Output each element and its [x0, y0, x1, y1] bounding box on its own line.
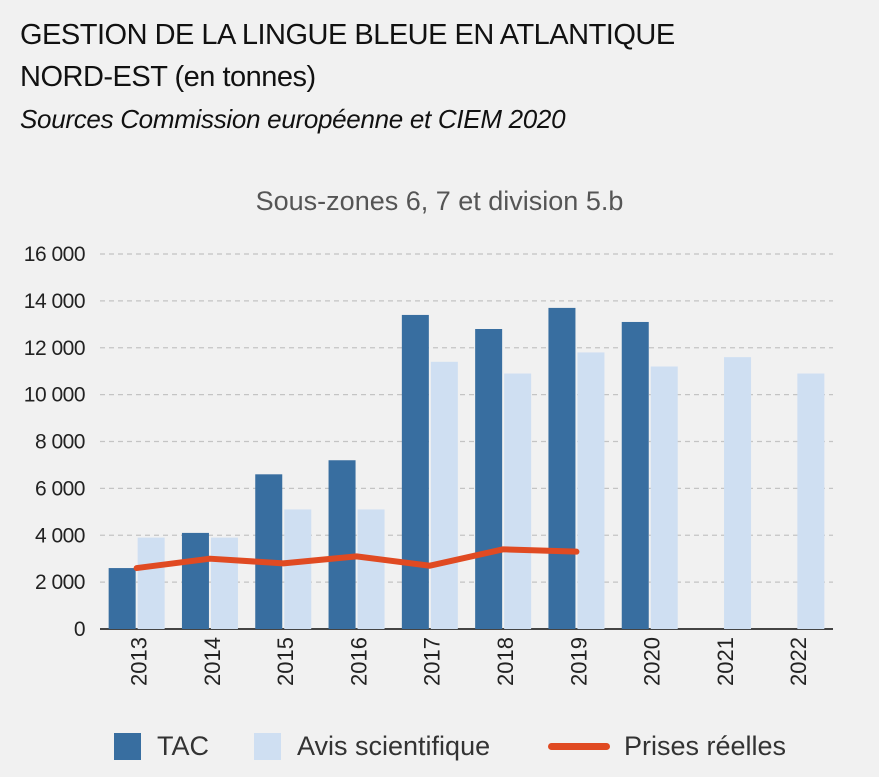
legend-label-tac: TAC	[157, 730, 209, 761]
chart-title: Sous-zones 6, 7 et division 5.b	[255, 186, 624, 216]
bar-tac	[548, 307, 576, 629]
legend-item-avis: Avis scientifique	[254, 726, 490, 766]
y-tick-label: 10 000	[24, 384, 85, 407]
x-tick-label: 2022	[786, 637, 811, 686]
bar-tac	[181, 532, 209, 629]
bar-tac	[475, 329, 503, 629]
bar-avis	[577, 352, 605, 629]
legend-swatch-avis	[254, 732, 281, 760]
bar-avis	[137, 537, 165, 629]
legend-swatch-prises	[548, 742, 610, 750]
x-tick-label: 2016	[346, 637, 371, 686]
y-tick-label: 2 000	[35, 571, 85, 594]
bar-avis	[797, 373, 825, 629]
legend-item-prises: Prises réelles	[548, 726, 786, 766]
y-tick-label: 16 000	[24, 243, 85, 266]
line-prises	[133, 546, 580, 572]
x-tick-label: 2013	[126, 637, 151, 686]
bar-avis	[650, 366, 678, 629]
y-tick-label: 6 000	[35, 477, 85, 500]
x-tick-label: 2019	[566, 637, 591, 686]
bar-avis	[284, 509, 312, 629]
source-subtitle: Sources Commission européenne et CIEM 20…	[20, 104, 566, 134]
bar-avis	[504, 373, 532, 629]
title-line-2: NORD-EST (en tonnes)	[20, 61, 316, 93]
x-tick-label: 2021	[713, 637, 738, 686]
x-tick-label: 2020	[640, 637, 665, 686]
legend-label-prises: Prises réelles	[624, 730, 787, 761]
title-line-1: GESTION DE LA LINGUE BLEUE EN ATLANTIQUE	[20, 19, 675, 51]
bar-avis	[357, 509, 385, 629]
bar-tac	[621, 321, 649, 629]
y-tick-label: 8 000	[35, 431, 85, 454]
bar-tac	[328, 460, 356, 629]
bar-avis	[430, 361, 458, 629]
y-tick-label: 14 000	[24, 290, 85, 313]
bar-line-chart: 0 2 000 4 000 6 000 8 000 10 000 12 000 14 000 1…	[24, 243, 833, 686]
y-tick-label: 0	[74, 618, 85, 641]
legend-swatch-tac	[114, 732, 141, 760]
bar-avis	[724, 357, 752, 629]
legend: TAC Avis scientifique Prises réelles	[0, 726, 879, 766]
x-tick-label: 2018	[493, 637, 518, 686]
legend-item-tac: TAC	[114, 726, 209, 766]
bar-tac	[255, 474, 283, 629]
x-tick-label: 2015	[273, 637, 298, 686]
bar-tac	[108, 568, 136, 629]
legend-label-avis: Avis scientifique	[297, 730, 491, 761]
bar-avis	[210, 537, 238, 629]
y-tick-label: 12 000	[24, 337, 85, 360]
x-tick-label: 2017	[420, 637, 445, 686]
bar-tac	[401, 314, 429, 629]
main-title: GESTION DE LA LINGUE BLEUE EN ATLANTIQUE…	[20, 14, 675, 98]
x-tick-label: 2014	[200, 637, 225, 686]
y-tick-label: 4 000	[35, 524, 85, 547]
